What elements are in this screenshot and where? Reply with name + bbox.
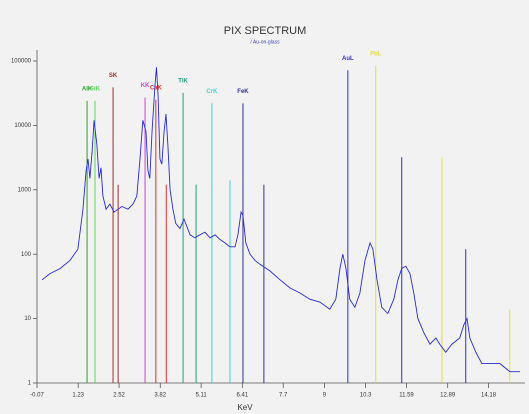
x-tick-label: 11.59 <box>399 393 414 399</box>
y-tick-label: 100 <box>21 252 32 258</box>
element-label: CrK <box>206 89 218 95</box>
x-tick-label: 14.18 <box>481 393 497 399</box>
element-label: FeK <box>237 89 249 95</box>
element-label: SiK <box>90 86 101 92</box>
x-tick-label: 7.7 <box>279 393 288 399</box>
element-label: AlK <box>82 86 93 92</box>
x-tick-label: -0.07 <box>30 393 44 399</box>
element-label: TiK <box>178 78 188 84</box>
element-label: PbL <box>370 51 382 57</box>
chart-title: PIX SPECTRUM <box>224 25 307 37</box>
x-tick-label: 12.89 <box>440 393 456 399</box>
spectrum-line <box>41 67 520 373</box>
y-tick-label: 100000 <box>11 59 32 65</box>
x-tick-label: 10.3 <box>360 393 372 399</box>
y-tick-label: 10000 <box>14 123 31 129</box>
x-tick-label: 5.11 <box>196 393 208 399</box>
x-tick-label: 6.41 <box>236 393 248 399</box>
x-tick-label: 2.52 <box>113 393 125 399</box>
y-tick-label: 1 <box>28 381 32 387</box>
x-tick-label: 1.23 <box>72 393 84 399</box>
element-label: CaK <box>150 85 163 91</box>
element-label: KK <box>141 83 150 89</box>
x-tick-label: 3.82 <box>154 393 166 399</box>
y-tick-label: 1000 <box>18 187 32 193</box>
chart-subtitle: / Au-on-glass <box>250 39 280 45</box>
element-label: AuL <box>342 56 354 62</box>
x-tick-label: 9 <box>323 393 327 399</box>
element-label: SK <box>109 73 118 79</box>
x-axis-label: KeV <box>237 403 253 412</box>
y-tick-label: 10 <box>24 316 31 322</box>
